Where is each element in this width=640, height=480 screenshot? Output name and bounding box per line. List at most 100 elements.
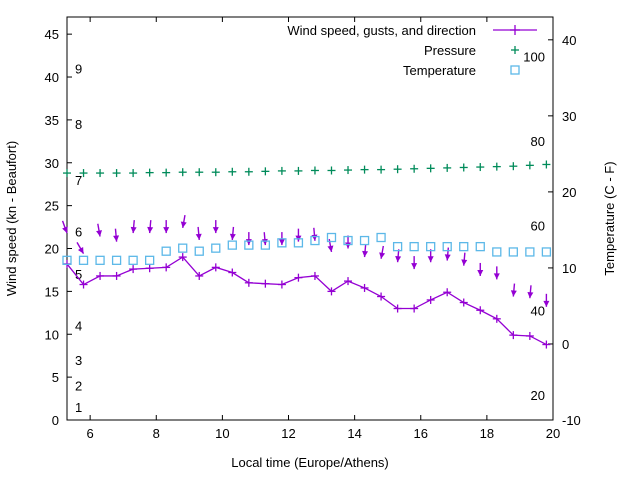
y-tick-label: 30 [45,156,59,171]
beaufort-label: 8 [75,117,82,132]
x-tick-label: 8 [153,426,160,441]
beaufort-label: 2 [75,379,82,394]
marker-square [492,247,502,257]
y-tick-label: 10 [45,327,59,342]
gust-arrow-head [327,245,334,252]
marker-square [442,241,452,252]
gust-arrow-head [461,259,468,266]
gust-arrow-head [229,233,236,240]
gust-arrow-head [261,238,268,246]
gust-arrow-head [444,254,451,261]
y2-axis-ticks: -10 0 10 20 30 40 [548,33,581,428]
gust-arrow-head [195,233,202,240]
marker-square [475,241,485,252]
gust-arrow-head [212,227,219,234]
gust-arrow-head [245,239,252,246]
marker-square [426,241,436,252]
y2-tick-label: 20 [562,185,576,200]
gust-arrow-head [395,255,402,263]
beaufort-label: 6 [75,224,82,239]
marker-square [211,243,221,253]
marker-square [508,247,518,257]
series-line [66,256,547,346]
beaufort-label: 3 [75,353,82,368]
x-tick-label: 6 [87,426,94,441]
x-tick-label: 14 [347,426,361,441]
gust-arrow-head [527,292,534,299]
beaufort-label: 9 [75,61,82,76]
legend-label: Wind speed, gusts, and direction [287,23,476,38]
gust-arrow-head [345,242,352,249]
data-series [61,160,552,349]
gust-arrow-head [493,273,500,280]
x-tick-label: 18 [480,426,494,441]
legend-label: Pressure [424,43,476,58]
marker-square [178,243,188,253]
beaufort-scale-labels: 1 2 3 4 5 6 7 8 9 [75,61,82,415]
marker-square [376,232,386,243]
gust-arrow-head [411,263,418,270]
marker-square [111,255,122,265]
marker-square [359,235,370,246]
marker-square [459,241,469,252]
gust-arrow-head [510,290,517,297]
series-wind-speed-gusts-and-direction [63,253,551,349]
marker-square [194,246,204,256]
marker-square [343,235,353,246]
marker-square [541,247,552,257]
marker-square [277,238,287,248]
y2-tick-label: 0 [562,337,569,352]
fahrenheit-label: 80 [531,134,545,149]
y2-axis-label: Temperature (C - F) [602,161,617,275]
chart-legend: Wind speed, gusts, and direction Pressure… [287,23,537,78]
gust-arrow-head [477,269,484,276]
fahrenheit-scale-labels: 20 40 60 80 100 [523,50,545,403]
gust-arrow-head [163,227,170,234]
plot-frame [66,16,554,421]
gust-arrow-head [311,234,318,241]
gust-arrow-head [62,226,68,234]
x-axis-ticks: 6 8 10 12 14 16 18 20 [87,17,560,441]
y-tick-label: 15 [45,284,59,299]
y2-tick-label: -10 [562,413,581,428]
y-tick-label: 5 [52,370,59,385]
y2-tick-label: 10 [562,261,576,276]
x-tick-label: 20 [546,426,560,441]
x-axis-label: Local time (Europe/Athens) [231,455,389,470]
y2-tick-label: 30 [562,109,576,124]
beaufort-label: 7 [75,173,82,188]
y-tick-label: 35 [45,113,59,128]
y-tick-label: 20 [45,242,59,257]
marker-square [78,255,89,265]
y-tick-label: 45 [45,27,59,42]
marker-square [95,255,105,265]
y-axis-label: Wind speed (kn - Beaufort) [4,141,19,296]
gust-arrow-head [427,256,434,263]
gust-arrow-head [96,230,102,237]
marker-square [525,247,535,257]
gust-arrow-head [130,226,137,234]
marker-square [244,240,254,250]
y-tick-label: 40 [45,70,59,85]
y-tick-label: 25 [45,199,59,214]
gust-arrow-head [147,226,154,234]
gust-arrow-head [543,300,550,307]
marker-square [392,241,403,252]
gust-arrow-head [77,246,84,254]
gust-arrow-head [113,235,120,242]
fahrenheit-label: 60 [531,218,545,233]
marker-square [161,246,171,256]
gust-arrow-head [362,250,369,258]
legend-label: Temperature [403,63,476,78]
y2-tick-label: 40 [562,33,576,48]
marker-square [227,240,237,250]
marker-square [510,65,520,75]
beaufort-label: 4 [75,319,82,334]
marker-square [260,240,271,250]
series-gusts [61,215,550,307]
gust-arrow-head [379,252,386,259]
marker-square [409,241,419,252]
marker-square [145,255,155,265]
